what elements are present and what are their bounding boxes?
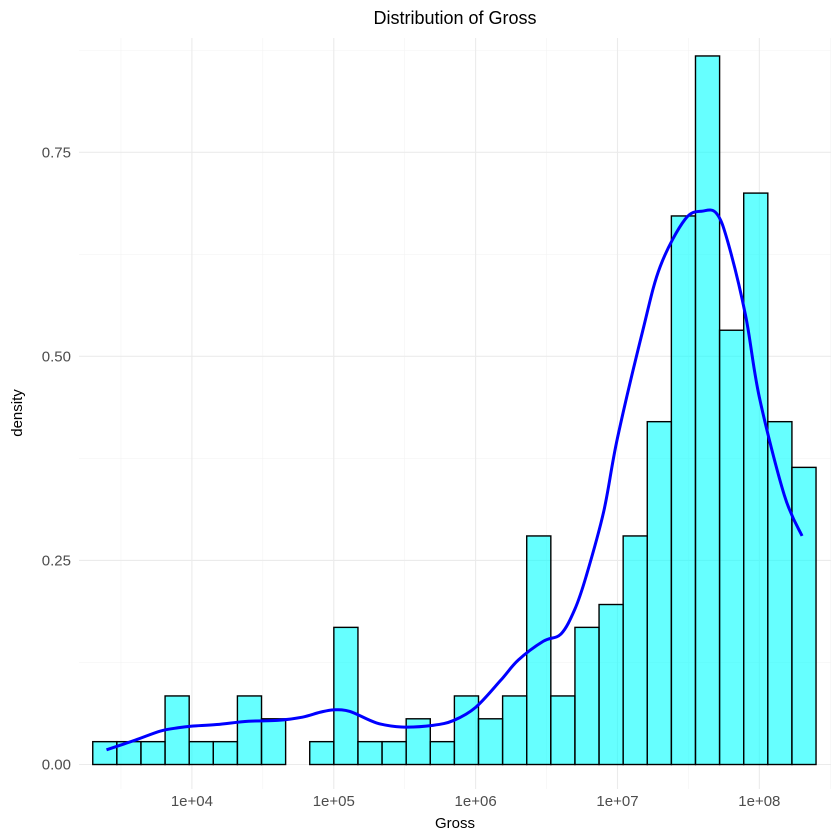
chart-title: Distribution of Gross [373,8,536,28]
x-tick-label: 1e+04 [171,793,213,810]
x-tick-label: 1e+07 [596,793,638,810]
histogram-bar [743,192,769,766]
histogram-bar [598,603,624,766]
histogram-bar [694,55,721,766]
histogram-bar [381,740,407,766]
histogram-bar [622,535,648,766]
histogram-bar [92,740,118,766]
x-tick-label: 1e+08 [738,793,780,810]
histogram-bar [429,740,456,766]
density-curve-layer [106,208,804,752]
density-curve [106,208,804,752]
histogram-bar [718,329,745,766]
x-axis-ticks: 1e+04 1e+05 1e+06 1e+07 1e+08 [171,793,781,810]
x-tick-label: 1e+06 [455,793,497,810]
histogram-bar [767,420,793,766]
histogram-bar [357,740,383,766]
histogram-bar [333,626,359,766]
y-tick-label: 0.00 [42,757,71,774]
y-axis-label: density [9,389,26,437]
histogram-bar [574,626,600,766]
y-tick-label: 0.50 [42,348,71,365]
y-tick-label: 0.75 [42,144,71,161]
y-axis-ticks: 0.00 0.25 0.50 0.75 [42,144,71,773]
histogram-bar [260,718,287,766]
histogram-bar [236,695,263,766]
histogram-bar [550,695,576,766]
histogram-bar [188,740,214,766]
histogram-bar [670,215,697,766]
histogram-bars [92,55,817,766]
histogram-bar [791,466,817,766]
histogram-bar [212,740,239,766]
histogram-bar [501,695,528,766]
histogram-bar [477,718,504,766]
histogram-bar [140,740,166,766]
histogram-bar [646,420,673,766]
x-tick-label: 1e+05 [313,793,355,810]
x-axis-label: Gross [435,815,475,832]
y-tick-label: 0.25 [42,552,71,569]
histogram-bar [309,740,335,766]
